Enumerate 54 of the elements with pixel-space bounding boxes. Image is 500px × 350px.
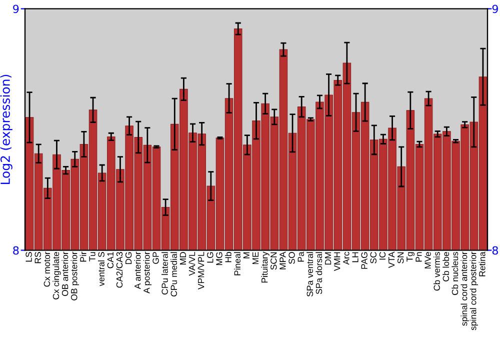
- x-tick-label: GP: [152, 252, 159, 264]
- x-tick-label: LG: [207, 252, 214, 263]
- x-tick-label: VMH: [334, 252, 340, 272]
- x-tick-label: Cb nucleus: [452, 252, 458, 295]
- x-tick-label: CPu medial: [170, 252, 177, 296]
- x-tick-label: Hb: [224, 252, 232, 262]
- x-tick-label: M: [243, 252, 250, 258]
- x-tick-label: RS: [34, 252, 41, 264]
- x-tick-label: Pn: [416, 252, 422, 262]
- x-tick-label: ME: [252, 252, 259, 264]
- y2-tick-label: 8: [492, 246, 498, 255]
- x-tick-label: SPa ventral: [306, 252, 314, 296]
- x-tick-label: spinal cord posterior: [470, 252, 478, 330]
- x-tick-label: Pa: [298, 252, 304, 262]
- x-tick-label: VPM/VPL: [198, 252, 204, 290]
- y2-tick-label: 9: [492, 4, 498, 14]
- x-tick-label: Retina: [478, 252, 486, 276]
- x-tick-label: ventral S: [98, 252, 104, 286]
- x-tick-label: Cb lobe: [442, 252, 450, 282]
- x-tick-label: Tg: [406, 252, 414, 262]
- x-tick-label: SN: [398, 252, 404, 264]
- x-tick-label: Arc: [343, 252, 350, 265]
- x-tick-label: LS: [26, 252, 32, 262]
- x-tick-label: Cx motor: [44, 252, 50, 287]
- x-tick-label: SO: [288, 252, 295, 264]
- x-tick-label: Pir: [80, 252, 86, 262]
- x-tick-label: OB anterior: [62, 252, 68, 296]
- x-tick-label: CA1: [107, 252, 114, 268]
- x-tick-label: MG: [216, 252, 222, 266]
- x-tick-label: CA2/CA3: [116, 252, 123, 288]
- x-tick-label: Pituitary: [261, 252, 270, 283]
- x-tick-label: Cb vermis: [434, 252, 440, 291]
- x-tick-label: SPa dorsal: [316, 252, 322, 294]
- x-tick-label: PAG: [361, 252, 368, 269]
- x-tick-label: Tu: [89, 252, 96, 262]
- x-tick-label: LH: [352, 252, 358, 262]
- x-tick-label: VA/VL: [188, 252, 196, 276]
- x-tick-label: IC: [379, 252, 386, 260]
- x-tick-label: A posterior: [143, 252, 152, 294]
- x-tick-label: CPu lateral: [161, 252, 168, 294]
- x-tick-label: A anterior: [134, 252, 141, 290]
- x-tick-label: MPA: [280, 252, 286, 270]
- x-tick-label: VTA: [388, 252, 395, 268]
- x-tick-label: OB posterior: [70, 252, 79, 300]
- y-axis-title: Log2 (expression): [0, 74, 12, 184]
- x-tick-label: Cx cingulate: [52, 252, 61, 300]
- x-tick-label: MVe: [424, 252, 431, 268]
- x-tick-label: MD: [180, 252, 186, 265]
- x-tick-label: DM: [325, 252, 332, 265]
- x-tick-label: Pineal: [234, 252, 240, 276]
- x-tick-label: DG: [125, 252, 132, 264]
- x-tick-label: SC: [370, 252, 376, 264]
- x-tick-label: SCN: [270, 252, 277, 270]
- x-tick-label: spinal cord anterior: [460, 252, 469, 326]
